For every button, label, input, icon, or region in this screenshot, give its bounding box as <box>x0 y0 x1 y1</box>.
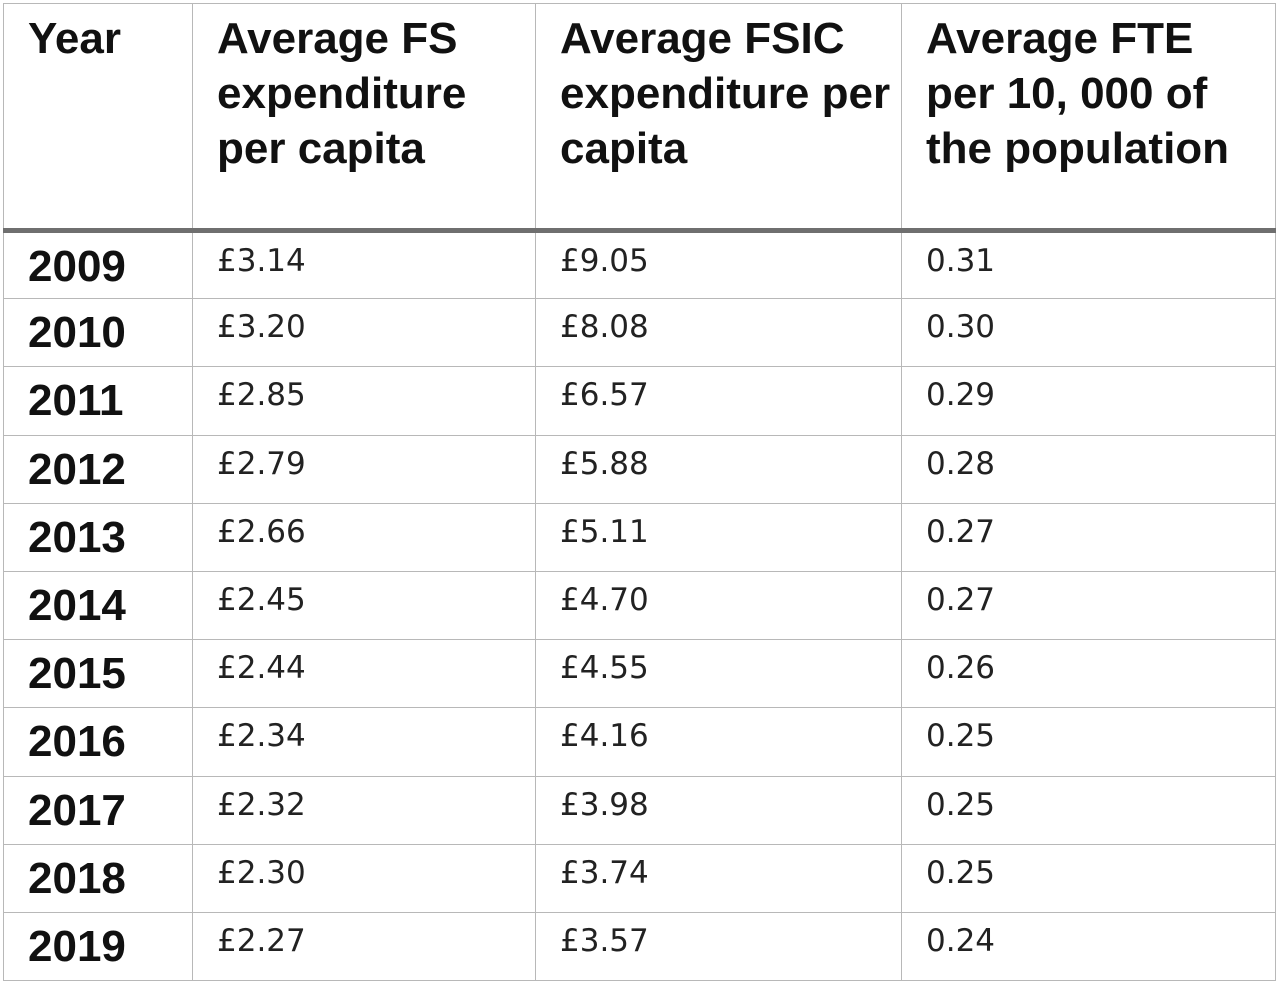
data-table: Year Average FS expenditure per capita A… <box>3 3 1276 982</box>
cell-fte: 0.25 <box>901 775 1276 845</box>
cell-year: 2010 <box>3 298 193 368</box>
cell-year: 2014 <box>3 570 193 641</box>
cell-year: 2013 <box>3 502 193 572</box>
cell-fte: 0.28 <box>901 434 1276 504</box>
cell-fs: £2.34 <box>192 707 536 777</box>
table-row: 2010 £3.20 £8.08 0.30 <box>3 298 1276 368</box>
table-row: 2017 £2.32 £3.98 0.25 <box>3 775 1276 845</box>
cell-fs: £3.14 <box>192 229 536 300</box>
cell-year: 2011 <box>3 366 193 436</box>
table-row: 2018 £2.30 £3.74 0.25 <box>3 843 1276 913</box>
cell-fsic: £4.55 <box>535 639 902 709</box>
cell-fsic: £8.08 <box>535 298 902 368</box>
cell-year: 2018 <box>3 843 193 913</box>
table-row: 2012 £2.79 £5.88 0.28 <box>3 434 1276 504</box>
cell-fte: 0.24 <box>901 911 1276 982</box>
table-row: 2019 £2.27 £3.57 0.24 <box>3 911 1276 982</box>
cell-fte: 0.29 <box>901 366 1276 436</box>
header-fte: Average FTE per 10, 000 of the populatio… <box>901 3 1276 233</box>
cell-fte: 0.25 <box>901 843 1276 913</box>
cell-fsic: £9.05 <box>535 229 902 300</box>
cell-fsic: £3.57 <box>535 911 902 982</box>
cell-fte: 0.27 <box>901 502 1276 572</box>
table-row: 2014 £2.45 £4.70 0.27 <box>3 570 1276 641</box>
cell-fsic: £6.57 <box>535 366 902 436</box>
cell-year: 2009 <box>3 229 193 300</box>
cell-fs: £2.66 <box>192 502 536 572</box>
cell-fs: £3.20 <box>192 298 536 368</box>
cell-fs: £2.85 <box>192 366 536 436</box>
cell-fs: £2.32 <box>192 775 536 845</box>
table-row: 2015 £2.44 £4.55 0.26 <box>3 639 1276 709</box>
header-fs-expenditure: Average FS expenditure per capita <box>192 3 536 233</box>
cell-fsic: £4.16 <box>535 707 902 777</box>
cell-fsic: £3.98 <box>535 775 902 845</box>
table-row: 2011 £2.85 £6.57 0.29 <box>3 366 1276 436</box>
table-row: 2013 £2.66 £5.11 0.27 <box>3 502 1276 572</box>
cell-fte: 0.26 <box>901 639 1276 709</box>
cell-fsic: £5.88 <box>535 434 902 504</box>
cell-year: 2012 <box>3 434 193 504</box>
cell-fsic: £3.74 <box>535 843 902 913</box>
table-row: 2016 £2.34 £4.16 0.25 <box>3 707 1276 777</box>
cell-fte: 0.30 <box>901 298 1276 368</box>
cell-year: 2017 <box>3 775 193 845</box>
cell-fs: £2.27 <box>192 911 536 982</box>
header-year: Year <box>3 3 193 233</box>
cell-fte: 0.27 <box>901 570 1276 641</box>
cell-year: 2019 <box>3 911 193 982</box>
cell-year: 2015 <box>3 639 193 709</box>
cell-fsic: £4.70 <box>535 570 902 641</box>
table-header-row: Year Average FS expenditure per capita A… <box>3 3 1276 233</box>
cell-fs: £2.45 <box>192 570 536 641</box>
cell-year: 2016 <box>3 707 193 777</box>
cell-fte: 0.25 <box>901 707 1276 777</box>
header-fsic-expenditure: Average FSIC expenditure per capita <box>535 3 902 233</box>
cell-fs: £2.44 <box>192 639 536 709</box>
cell-fsic: £5.11 <box>535 502 902 572</box>
cell-fte: 0.31 <box>901 229 1276 300</box>
cell-fs: £2.79 <box>192 434 536 504</box>
cell-fs: £2.30 <box>192 843 536 913</box>
table-row: 2009 £3.14 £9.05 0.31 <box>3 229 1276 300</box>
